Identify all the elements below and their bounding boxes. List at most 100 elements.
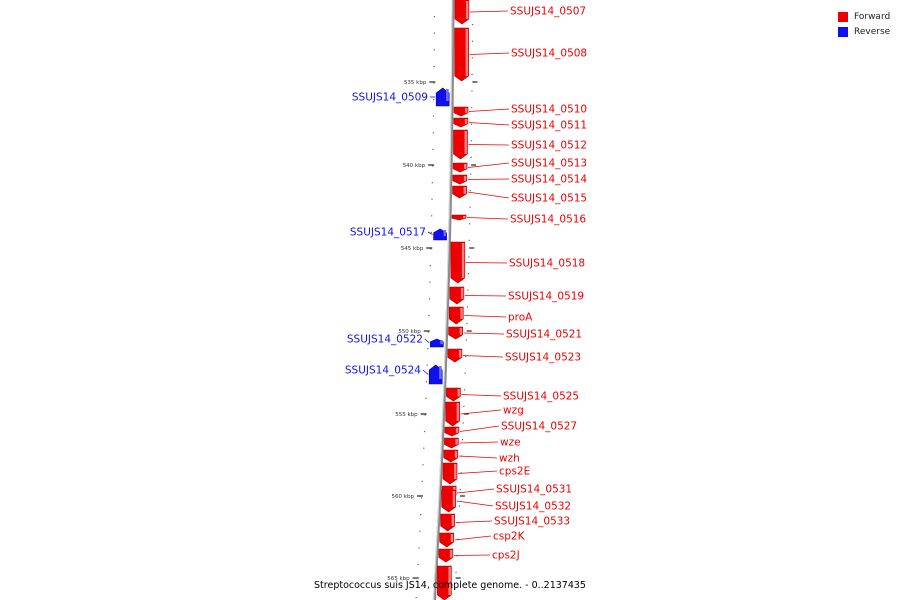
legend-reverse: Reverse [838,24,890,39]
gene-label[interactable]: SSUJS14_0515 [511,193,587,205]
gene-label[interactable]: SSUJS14_0527 [501,421,577,433]
scale-ticks: 535 kbp 540 kbp 545 kbp 550 kbp 555 kbp 560 k… [387,16,478,599]
minor-tick [469,223,471,225]
minor-tick [461,439,464,441]
minor-tick [431,182,433,184]
gene-label[interactable]: SSUJS14_0508 [511,48,587,60]
gene-SSUJS14_0508[interactable]: SSUJS14_0508 [454,27,587,82]
gene-label[interactable]: SSUJS14_0523 [505,352,581,364]
gene-shade [459,328,463,335]
gene-label[interactable]: proA [508,312,533,324]
gene-SSUJS14_0523[interactable]: SSUJS14_0523 [447,348,581,364]
minor-tick [417,563,419,565]
gene-label[interactable]: SSUJS14_0532 [495,501,571,513]
gene-label[interactable]: SSUJS14_0514 [511,174,587,186]
legend-reverse-label: Reverse [854,26,891,37]
gene-label[interactable]: SSUJS14_0531 [496,484,572,496]
gene-arrow [454,0,470,25]
gene-leader [460,409,502,415]
gene-leader [468,162,510,168]
gene-feature[interactable] [437,565,452,600]
gene-SSUJS14_0525[interactable]: SSUJS14_0525 [446,387,579,403]
gene-SSUJS14_0519[interactable]: SSUJS14_0519 [449,286,584,305]
gene-label[interactable]: SSUJS14_0533 [494,516,570,528]
gene-SSUJS14_0507[interactable]: SSUJS14_0507 [454,0,586,25]
gene-shade [458,350,462,358]
minor-tick [425,397,427,399]
gene-SSUJS14_0513[interactable]: SSUJS14_0513 [452,158,587,173]
minor-tick [419,530,421,532]
gene-SSUJS14_0517[interactable]: SSUJS14_0517 [350,227,447,241]
gene-arrow [438,548,454,563]
gene-label[interactable]: SSUJS14_0511 [511,120,587,132]
minor-tick [433,82,435,84]
minor-tick [432,132,434,134]
gene-leader [427,231,433,235]
gene-SSUJS14_0518[interactable]: SSUJS14_0518 [450,241,585,284]
gene-label[interactable]: SSUJS14_0517 [350,227,426,239]
gene-leader [424,338,430,344]
gene-label[interactable]: SSUJS14_0519 [508,291,584,303]
minor-tick [467,289,469,291]
gene-label[interactable]: wzh [499,453,520,465]
gene-SSUJS14_0511[interactable]: SSUJS14_0511 [453,117,587,132]
gene-label[interactable]: SSUJS14_0525 [503,391,579,403]
gene-label[interactable]: csp2K [493,531,526,543]
gene-label[interactable]: SSUJS14_0524 [345,365,421,377]
gene-SSUJS14_0514[interactable]: SSUJS14_0514 [452,174,588,186]
gene-label[interactable]: SSUJS14_0510 [511,104,587,116]
gene-arrow [443,449,459,463]
gene-shade [463,216,466,219]
gene-SSUJS14_0531[interactable]: SSUJS14_0531 [441,484,572,501]
minor-tick [432,148,434,150]
gene-label[interactable]: SSUJS14_0513 [511,158,587,170]
gene-SSUJS14_0521[interactable]: SSUJS14_0521 [448,326,582,341]
minor-tick [454,588,456,590]
gene-cps2E[interactable]: cps2E [442,462,530,485]
minor-tick [469,190,471,192]
gene-wzh[interactable]: wzh [443,449,520,465]
gene-shade [457,389,460,397]
gene-arrow [437,565,452,600]
gene-leader [456,500,494,507]
gene-label[interactable]: SSUJS14_0509 [352,92,428,104]
gene-label[interactable]: wzg [503,405,524,417]
gene-SSUJS14_0522[interactable]: SSUJS14_0522 [347,334,444,348]
gene-SSUJS14_0515[interactable]: SSUJS14_0515 [452,185,588,205]
gene-SSUJS14_0532[interactable]: SSUJS14_0532 [441,489,571,513]
gene-proA[interactable]: proA [448,306,533,325]
gene-label[interactable]: cps2E [499,466,530,478]
gene-wze[interactable]: wze [444,437,521,449]
gene-SSUJS14_0533[interactable]: SSUJS14_0533 [440,513,571,532]
minor-tick [459,488,461,490]
gene-SSUJS14_0512[interactable]: SSUJS14_0512 [453,129,587,160]
gene-label[interactable]: SSUJS14_0521 [506,329,582,341]
gene-cps2J[interactable]: cps2J [438,548,520,563]
minor-tick [469,206,471,208]
gene-arrow [439,532,455,548]
gene-SSUJS14_0527[interactable]: SSUJS14_0527 [444,421,577,437]
gene-label[interactable]: SSUJS14_0507 [510,6,586,18]
gene-arrow [452,162,468,173]
forward-swatch [838,11,848,22]
gene-label[interactable]: SSUJS14_0522 [347,334,423,346]
gene-label[interactable]: wze [500,437,521,449]
minor-tick [463,405,465,407]
gene-SSUJS14_0516[interactable]: SSUJS14_0516 [451,214,586,226]
scale-tick: 560 kbp [392,494,423,500]
gene-label[interactable]: SSUJS14_0516 [510,214,586,226]
gene-label[interactable]: SSUJS14_0512 [511,140,587,152]
gene-shade [450,534,454,543]
scale-tick: 540 kbp [403,163,435,169]
gene-SSUJS14_0509[interactable]: SSUJS14_0509 [352,87,450,107]
gene-arrow [448,326,463,340]
gene-SSUJS14_0510[interactable]: SSUJS14_0510 [453,104,587,117]
gene-arrow [442,462,458,485]
gene-SSUJS14_0524[interactable]: SSUJS14_0524 [345,365,443,385]
gene-label[interactable]: cps2J [492,550,520,562]
gene-csp2K[interactable]: csp2K [439,531,526,548]
gene-label[interactable]: SSUJS14_0518 [509,258,585,270]
minor-tick [427,331,429,333]
gene-wzg[interactable]: wzg [445,401,524,427]
scale-tick: 545 kbp [401,246,433,252]
